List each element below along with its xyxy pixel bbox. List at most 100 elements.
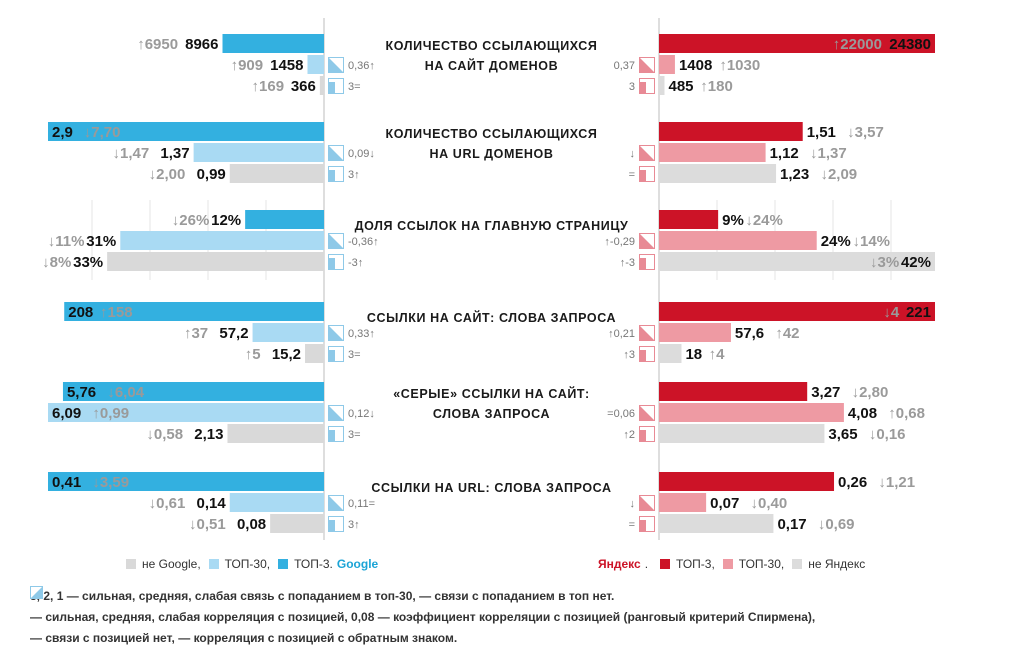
google-cell-s5-r1-fill [329,496,343,510]
legend-swatch-not-yandex [792,559,803,569]
google-corr-s1-r2: 3↑ [348,169,360,181]
footnote-line-2: — сильная, средняя, слабая корреляция с … [30,586,1020,628]
yandex-value-s1-r1: 1,12 [770,145,799,162]
yandex-value-s0-r1: 1408 [679,57,712,74]
google-prev-s2-r0: ↓26% [172,212,210,229]
yandex-prev-s1-r0: ↓3,57 [847,124,884,141]
section-3-title-line-0: ССЫЛКИ НА САЙТ: СЛОВА ЗАПРОСА [367,310,616,325]
google-value-s5-r2: 0,08 [237,516,266,533]
section-0-title-line-0: КОЛИЧЕСТВО ССЫЛАЮЩИХСЯ [386,39,598,53]
google-corr-s5-r2: 3↑ [348,519,360,531]
legend-label-not-google: не Google, [142,557,201,571]
yandex-cell-s0-r1-fill [640,58,654,72]
yandex-value-s4-r2: 3,65 [828,426,857,443]
yandex-cell-s2-r1-fill [640,234,654,248]
footnote-inverse: — корреляция с позицией с обратным знако… [178,631,458,645]
legend-swatch-top30-google [208,559,219,569]
google-bar-s3-r2 [305,344,324,363]
yandex-value-s5-r1: 0,07 [710,495,739,512]
yandex-cell-s5-r1-fill [640,496,654,510]
section-4-title-line-0: «СЕРЫЕ» ССЫЛКИ НА САЙТ: [393,386,590,401]
google-value-s1-r2: 0,99 [197,166,226,183]
yandex-bar-s0-r1 [659,55,675,74]
legend-swatch-top3-google [278,559,289,569]
google-bar-s4-r0 [62,382,325,401]
yandex-prev-s1-r1: ↓1,37 [810,145,847,162]
google-corr-s4-r2: 3= [348,429,361,441]
yandex-brand-dot: . [644,557,649,571]
yandex-prev-s0-r2: ↑180 [700,78,733,95]
google-value-s1-r1: 1,37 [160,145,189,162]
section-0-title-line-1: НА САЙТ ДОМЕНОВ [425,58,559,73]
legend-label-not-yandex: не Яндекс [808,557,866,571]
google-prev-s3-r2: ↑5 [245,346,261,363]
google-bar-s2-r1 [120,231,325,250]
google-brand-label: Google [336,557,379,571]
google-prev-s3-r0: ↑158 [100,304,133,321]
yandex-bar-s4-r2 [659,424,825,443]
google-value-s5-r1: 0,14 [197,495,227,512]
yandex-prev-s4-r1: ↑0,68 [888,405,925,422]
yandex-value-s2-r1: 24% [821,233,851,250]
google-prev-s2-r1: ↓11% [48,233,85,250]
footnote-line-3: — связи с позицией нет, — корреляция с п… [30,586,1020,649]
google-prev-s4-r0: ↓6,04 [107,384,144,401]
footnote-correlation: — сильная, средняя, слабая корреляция с … [30,610,816,624]
legend-yandex: Яндекс. ТОП-3, ТОП-30, не Яндекс [598,557,865,571]
yandex-prev-s1-r2: ↓2,09 [820,166,857,183]
yandex-bar-s0-r0 [659,34,935,53]
google-cell-s3-r1-fill [329,326,343,340]
yandex-corr-s4-r1: =0,06 [607,408,635,420]
google-prev-s1-r1: ↓1,47 [113,145,150,162]
google-prev-s0-r0: ↑6950 [137,36,178,53]
yandex-corr-s0-r1: 0,37 [614,60,635,72]
yandex-bar-s5-r2 [659,514,774,533]
google-corr-s0-r2: 3= [348,81,361,93]
inverse-strong-icon [30,586,43,599]
google-value-s2-r0: 12% [211,212,241,229]
yandex-value-s1-r2: 1,23 [780,166,809,183]
section-1-title-line-1: НА URL ДОМЕНОВ [429,147,553,161]
yandex-cell-s1-r2-fill [640,170,646,181]
yandex-prev-s3-r2: ↑4 [709,346,726,363]
yandex-corr-s2-r1: ↑-0,29 [604,236,635,248]
yandex-value-s2-r0: 9% [722,212,744,229]
footnote-no-corr: — связи с позицией нет, [30,631,175,645]
google-corr-s5-r1: 0,11= [348,498,375,510]
google-value-s5-r0: 0,41 [52,474,81,491]
google-bar-s0-r2 [319,76,324,95]
google-bar-s5-r1 [229,493,324,512]
google-prev-s3-r1: ↑37 [184,325,208,342]
yandex-bar-s0-r2 [659,76,665,95]
legend-swatch-top3-yandex [660,559,671,569]
yandex-value-s4-r1: 4,08 [848,405,877,422]
google-prev-s5-r1: ↓0,61 [149,495,186,512]
yandex-cell-s0-r2-fill [640,82,646,93]
google-prev-s1-r0: ↓7,70 [84,124,121,141]
yandex-cell-s1-r1-fill [640,146,654,160]
google-bar-s1-r0 [48,122,324,141]
google-prev-s2-r2: ↓8% [42,254,71,271]
yandex-bar-s1-r2 [659,164,777,183]
butterfly-chart: КОЛИЧЕСТВО ССЫЛАЮЩИХСЯ НА САЙТ ДОМЕНОВ 896… [42,18,935,540]
yandex-prev-s5-r0: ↓1,21 [878,474,915,491]
yandex-value-s1-r0: 1,51 [807,124,836,141]
yandex-value-s0-r0: 24380 [889,36,931,53]
yandex-value-s3-r0: 221 [906,304,931,321]
google-bar-s5-r0 [48,472,324,491]
legend-label-top3-yandex: ТОП-3, [676,557,715,571]
google-cell-s5-r2-fill [329,520,335,531]
google-corr-s1-r1: 0,09↓ [348,148,375,160]
google-value-s2-r2: 33% [73,254,103,271]
google-bar-s3-r1 [252,323,324,342]
yandex-prev-s2-r1: ↓14% [853,233,891,250]
yandex-value-s5-r2: 0,17 [777,516,806,533]
google-corr-s2-r2: -3↑ [348,257,363,269]
google-cell-s0-r1-fill [329,58,343,72]
google-cell-s1-r2-fill [329,170,335,181]
yandex-prev-s0-r1: ↑1030 [719,57,760,74]
google-bar-s1-r1 [193,143,324,162]
google-value-s4-r1: 6,09 [52,405,81,422]
yandex-prev-s5-r2: ↓0,69 [818,516,855,533]
